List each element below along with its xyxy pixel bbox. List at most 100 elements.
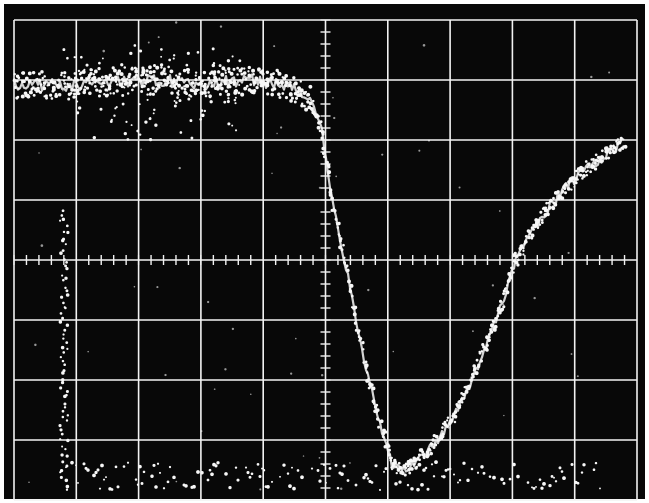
trace-dot	[123, 66, 127, 69]
trace-dot	[513, 251, 517, 255]
trace-dot	[233, 98, 237, 102]
trace-dot	[467, 384, 471, 388]
noise-dot	[608, 71, 611, 74]
spike-dot	[64, 243, 67, 246]
trace-dot	[257, 67, 261, 72]
trace-dot	[600, 149, 604, 153]
trace-dot	[139, 49, 143, 53]
trace-dot	[266, 92, 270, 96]
spike-dot	[60, 214, 64, 217]
baseline-dot	[291, 466, 293, 469]
spike-dot	[64, 447, 67, 451]
noise-dot	[140, 148, 142, 151]
baseline-dot	[236, 478, 240, 482]
trace-dot	[412, 459, 416, 463]
trace-dot	[24, 76, 29, 81]
spike-dot	[60, 453, 64, 457]
trace-dot	[66, 82, 69, 86]
trace-dot	[186, 68, 191, 72]
trace-dot	[321, 132, 325, 136]
spike-dot	[65, 323, 70, 327]
trace-dot	[272, 72, 275, 76]
noise-dot	[324, 473, 327, 475]
trace-dot	[619, 138, 623, 141]
trace-dot	[245, 84, 249, 88]
baseline-dot	[542, 482, 546, 486]
baseline-dot	[266, 485, 270, 489]
trace-dot	[134, 83, 138, 87]
trace-dot	[129, 51, 133, 56]
baseline-dot	[448, 467, 452, 471]
baseline-dot	[444, 468, 448, 472]
baseline-dot	[526, 481, 530, 484]
trace-dot	[57, 84, 61, 88]
trace-dot	[97, 94, 101, 98]
trace-dot	[163, 67, 166, 71]
trace-dot	[494, 316, 498, 321]
trace-dot	[235, 89, 239, 93]
trace-dot	[586, 169, 589, 172]
trace-dot	[193, 90, 197, 93]
trace-dot	[145, 69, 149, 73]
baseline-dot	[172, 475, 176, 480]
trace-dot	[373, 405, 378, 409]
baseline-dot	[126, 461, 130, 464]
noise-dot	[174, 21, 178, 24]
trace-dot	[570, 188, 573, 191]
baseline-dot	[142, 470, 146, 474]
trace-dot	[160, 66, 163, 69]
spike-dot	[58, 320, 63, 324]
trace-dot	[381, 435, 385, 439]
spike-dot	[60, 295, 64, 299]
trace-dot	[132, 84, 136, 88]
noise-dot	[533, 296, 536, 300]
trace-dot	[85, 77, 88, 80]
baseline-dot	[342, 464, 346, 468]
trace-dot	[103, 81, 106, 85]
trace-dot	[527, 235, 531, 240]
noise-dot	[164, 373, 167, 377]
trace-dot	[111, 66, 115, 70]
trace-dot	[502, 305, 506, 309]
trace-dot	[441, 432, 445, 436]
trace-dot	[110, 76, 115, 81]
trace-dot	[277, 92, 281, 97]
baseline-dot	[216, 461, 220, 465]
trace-dot	[38, 90, 43, 94]
trace-dot	[142, 84, 146, 88]
baseline-dot	[228, 486, 232, 490]
trace-dot	[417, 453, 421, 457]
trace-dot	[30, 91, 33, 95]
trace-dot	[46, 84, 49, 87]
spike-dot	[62, 230, 66, 234]
baseline-dot	[540, 486, 544, 490]
baseline-dot	[424, 466, 428, 470]
trace-dot	[581, 166, 584, 170]
spike-dot	[65, 389, 69, 394]
trace-dot	[160, 82, 163, 85]
trace-dot	[522, 249, 525, 253]
spike-dot	[60, 432, 64, 436]
trace-dot	[210, 81, 214, 84]
trace-dot	[185, 63, 189, 67]
baseline-dot	[446, 468, 450, 471]
spike-dot	[61, 378, 65, 382]
trace-dot	[121, 102, 125, 106]
baseline-dot	[599, 487, 601, 490]
noise-dot	[295, 337, 297, 340]
trace-dot	[32, 93, 36, 97]
baseline-dot	[286, 472, 290, 475]
trace-dot	[112, 92, 116, 95]
baseline-dot	[516, 474, 520, 479]
baseline-dot	[168, 465, 172, 469]
trace-dot	[502, 289, 506, 293]
trace-dot	[197, 82, 201, 86]
trace-dot	[371, 386, 376, 391]
trace-dot	[285, 80, 289, 85]
trace-dot	[67, 97, 71, 101]
trace-dot	[12, 78, 17, 83]
trace-dot	[182, 68, 187, 73]
noise-dot	[178, 166, 181, 170]
trace-dot	[304, 107, 309, 112]
trace-dot	[141, 70, 146, 75]
